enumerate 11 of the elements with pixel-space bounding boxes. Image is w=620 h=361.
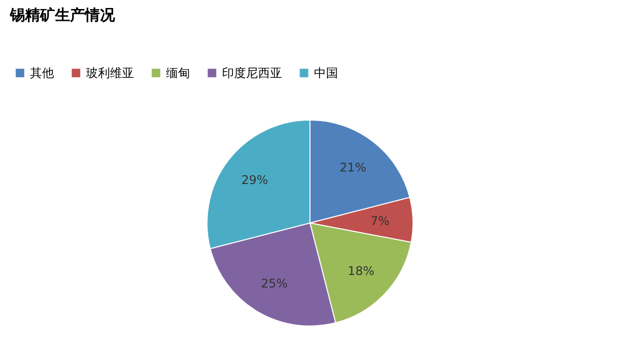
legend-label: 中国	[314, 66, 338, 80]
data-label: 21%	[340, 160, 366, 175]
data-label: 7%	[370, 214, 390, 228]
chart-title: 锡精矿生产情况	[9, 6, 116, 24]
data-label: 25%	[261, 276, 288, 290]
legend-label: 印度尼西亚	[222, 66, 282, 80]
data-label: 18%	[348, 264, 374, 278]
data-label: 29%	[241, 173, 268, 188]
legend-label: 缅甸	[166, 66, 190, 80]
legend-label: 玻利维亚	[86, 66, 134, 80]
legend-label: 其他	[30, 66, 54, 80]
